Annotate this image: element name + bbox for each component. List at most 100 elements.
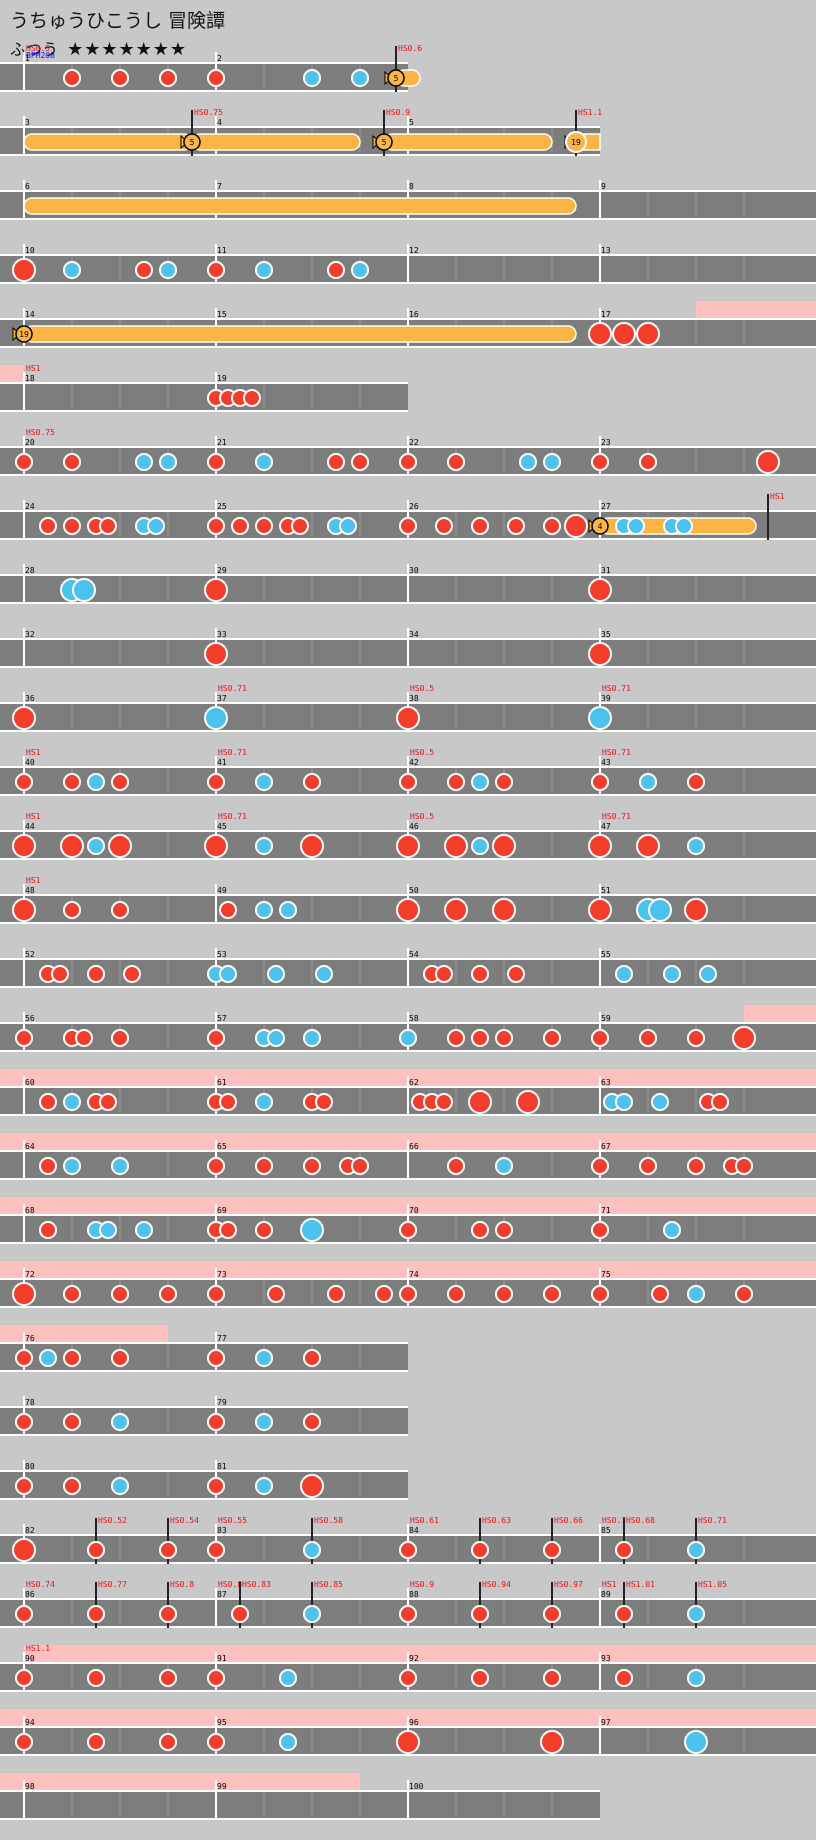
don-note xyxy=(207,69,225,87)
don-note xyxy=(207,1349,225,1367)
don-note xyxy=(39,1221,57,1239)
don-note xyxy=(639,453,657,471)
ka-note xyxy=(219,965,237,983)
lane xyxy=(0,384,408,410)
don-note xyxy=(207,261,225,279)
measure-number: 3 xyxy=(25,118,30,127)
don-note xyxy=(15,1669,33,1687)
don-note xyxy=(111,901,129,919)
don-note xyxy=(207,453,225,471)
don-note xyxy=(735,1157,753,1175)
ka-note xyxy=(687,1285,705,1303)
measure-number: 75 xyxy=(601,1270,611,1279)
don-big-note xyxy=(12,834,36,858)
don-note xyxy=(159,1733,177,1751)
measure-number: 67 xyxy=(601,1142,611,1151)
event-label: HS0.71 xyxy=(218,748,247,757)
event-label: HS0.54 xyxy=(170,1516,199,1525)
don-note xyxy=(351,1157,369,1175)
don-big-note xyxy=(396,1730,420,1754)
don-note xyxy=(207,1413,225,1431)
don-note xyxy=(543,1541,561,1559)
ka-note xyxy=(627,517,645,535)
chart-row: 80 81 xyxy=(0,1460,408,1500)
chart-row: 28 29 30 31 xyxy=(0,564,816,604)
event-label: HS0.77 xyxy=(98,1580,127,1589)
ka-note xyxy=(279,1733,297,1751)
measure-number: 22 xyxy=(409,438,419,447)
ka-note xyxy=(471,773,489,791)
don-big-note xyxy=(636,322,660,346)
ka-note xyxy=(399,1029,417,1047)
ka-note xyxy=(255,453,273,471)
measure-number: 5 xyxy=(409,118,414,127)
don-note xyxy=(39,517,57,535)
measure-number: 95 xyxy=(217,1718,227,1727)
measure-number: 14 xyxy=(25,310,35,319)
ka-note xyxy=(699,965,717,983)
ka-note xyxy=(303,1605,321,1623)
don-big-note xyxy=(12,1538,36,1562)
measure-number: 55 xyxy=(601,950,611,959)
measure-number: 36 xyxy=(25,694,35,703)
measure-number: 10 xyxy=(25,246,35,255)
don-big-note xyxy=(492,834,516,858)
gogo-band xyxy=(696,301,816,318)
don-note xyxy=(543,517,561,535)
measure-number: 17 xyxy=(601,310,611,319)
don-note xyxy=(471,965,489,983)
don-note xyxy=(207,1733,225,1751)
ka-note xyxy=(111,1413,129,1431)
measure-number: 4 xyxy=(217,118,222,127)
don-big-note xyxy=(396,706,420,730)
ka-note xyxy=(651,1093,669,1111)
don-note xyxy=(15,1477,33,1495)
measure-number: 87 xyxy=(217,1590,227,1599)
measure-number: 18 xyxy=(25,374,35,383)
don-note xyxy=(87,1605,105,1623)
event-label: HS1.01 xyxy=(626,1580,655,1589)
don-big-note xyxy=(300,1474,324,1498)
don-big-note xyxy=(444,898,468,922)
roll-bar xyxy=(383,133,553,151)
measure-number: 80 xyxy=(25,1462,35,1471)
don-note xyxy=(639,1157,657,1175)
don-note xyxy=(507,517,525,535)
event-label: HS0.5 xyxy=(410,684,434,693)
don-big-note xyxy=(468,1090,492,1114)
difficulty-line: ふつう ★★★★★★★ xyxy=(10,36,187,60)
don-big-note xyxy=(588,834,612,858)
roll-bar xyxy=(23,325,577,343)
event-label: HS0.97 xyxy=(554,1580,583,1589)
event-label: HS1 xyxy=(26,876,41,885)
don-note xyxy=(327,261,345,279)
measure-number: 63 xyxy=(601,1078,611,1087)
don-note xyxy=(543,1605,561,1623)
ka-note xyxy=(255,837,273,855)
ka-note xyxy=(255,1349,273,1367)
don-note xyxy=(51,965,69,983)
don-note xyxy=(63,69,81,87)
lane xyxy=(0,1792,600,1818)
measure-number: 32 xyxy=(25,630,35,639)
measure-number: 88 xyxy=(409,1590,419,1599)
measure-number: 16 xyxy=(409,310,419,319)
don-note xyxy=(543,1285,561,1303)
song-title: うちゅうひこうし 冒険譚 xyxy=(10,10,226,32)
measure-number: 28 xyxy=(25,566,35,575)
ka-note xyxy=(615,1093,633,1111)
don-note xyxy=(591,773,609,791)
ka-big-note xyxy=(684,1730,708,1754)
measure-number: 48 xyxy=(25,886,35,895)
don-note xyxy=(399,517,417,535)
don-big-note xyxy=(12,898,36,922)
event-label: HS0.83 xyxy=(242,1580,271,1589)
event-label: HS0.5 xyxy=(410,748,434,757)
don-note xyxy=(159,1669,177,1687)
measure-number: 92 xyxy=(409,1654,419,1663)
ka-note xyxy=(147,517,165,535)
ka-big-note xyxy=(204,706,228,730)
don-note xyxy=(543,1669,561,1687)
roll-bar xyxy=(23,197,577,215)
measure-number: 73 xyxy=(217,1270,227,1279)
